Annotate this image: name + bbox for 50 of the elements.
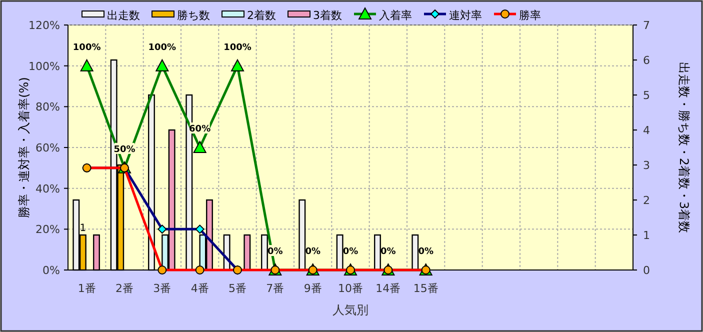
y2-tick-label: 5 [643,89,650,102]
data-label: 60% [189,124,211,134]
y2-tick-label: 4 [643,124,650,137]
data-label: 100% [148,42,176,53]
bar [336,234,344,271]
legend-label: 勝率 [519,9,541,22]
data-label: 1 [80,223,86,234]
legend-label: 連対率 [449,9,482,22]
data-label: 0% [305,247,320,257]
y-tick-label: 60% [36,142,60,154]
x-tick-label: 15番 [413,282,438,295]
x-tick-label: 7番 [266,282,284,295]
data-label: 100% [72,42,101,53]
bar [261,234,268,271]
y2-tick-label: 0 [643,264,650,277]
y2-tick-label: 3 [643,159,650,172]
data-label: 0% [418,247,434,257]
x-tick-label: 1番 [78,282,96,295]
data-label: 100% [224,42,252,53]
x-axis-title: 人気別 [332,303,368,317]
x-tick-label: 4番 [190,282,209,295]
x-tick-label: 14番 [376,282,401,295]
y-tick-label: 20% [36,223,60,236]
x-tick-label: 9番 [304,282,322,295]
bar [374,234,381,271]
y-tick-label: 80% [36,100,60,114]
x-tick-label: 2番 [116,282,134,295]
y2-tick-label: 1 [643,229,650,242]
legend-label: 入着率 [379,9,412,22]
bar [298,199,306,271]
y2-tick-label: 6 [643,54,650,67]
y-tick-label: 100% [28,60,60,73]
x-tick-label: 10番 [338,282,363,295]
y2-axis-title: 出走数・勝ち数・2着数・3着数 [677,62,691,234]
legend-label: 3着数 [313,9,342,22]
y-tick-label: 0% [42,264,60,277]
y-tick-label: 40% [36,182,60,196]
y2-tick-label: 2 [643,194,650,207]
x-tick-label: 5番 [228,282,246,295]
y-axis-title: 勝率・連対率・入着率(%) [17,77,31,218]
data-label: 0% [268,247,283,257]
legend-label: 2着数 [247,9,276,22]
data-label: 50% [114,144,136,155]
legend-label: 出走数 [107,9,140,22]
y2-tick-label: 7 [643,19,650,32]
legend-label: 勝ち数 [177,9,210,22]
y-tick-label: 120% [28,19,60,32]
data-label: 0% [380,247,396,257]
x-tick-label: 3番 [153,282,172,295]
bar [412,234,419,271]
